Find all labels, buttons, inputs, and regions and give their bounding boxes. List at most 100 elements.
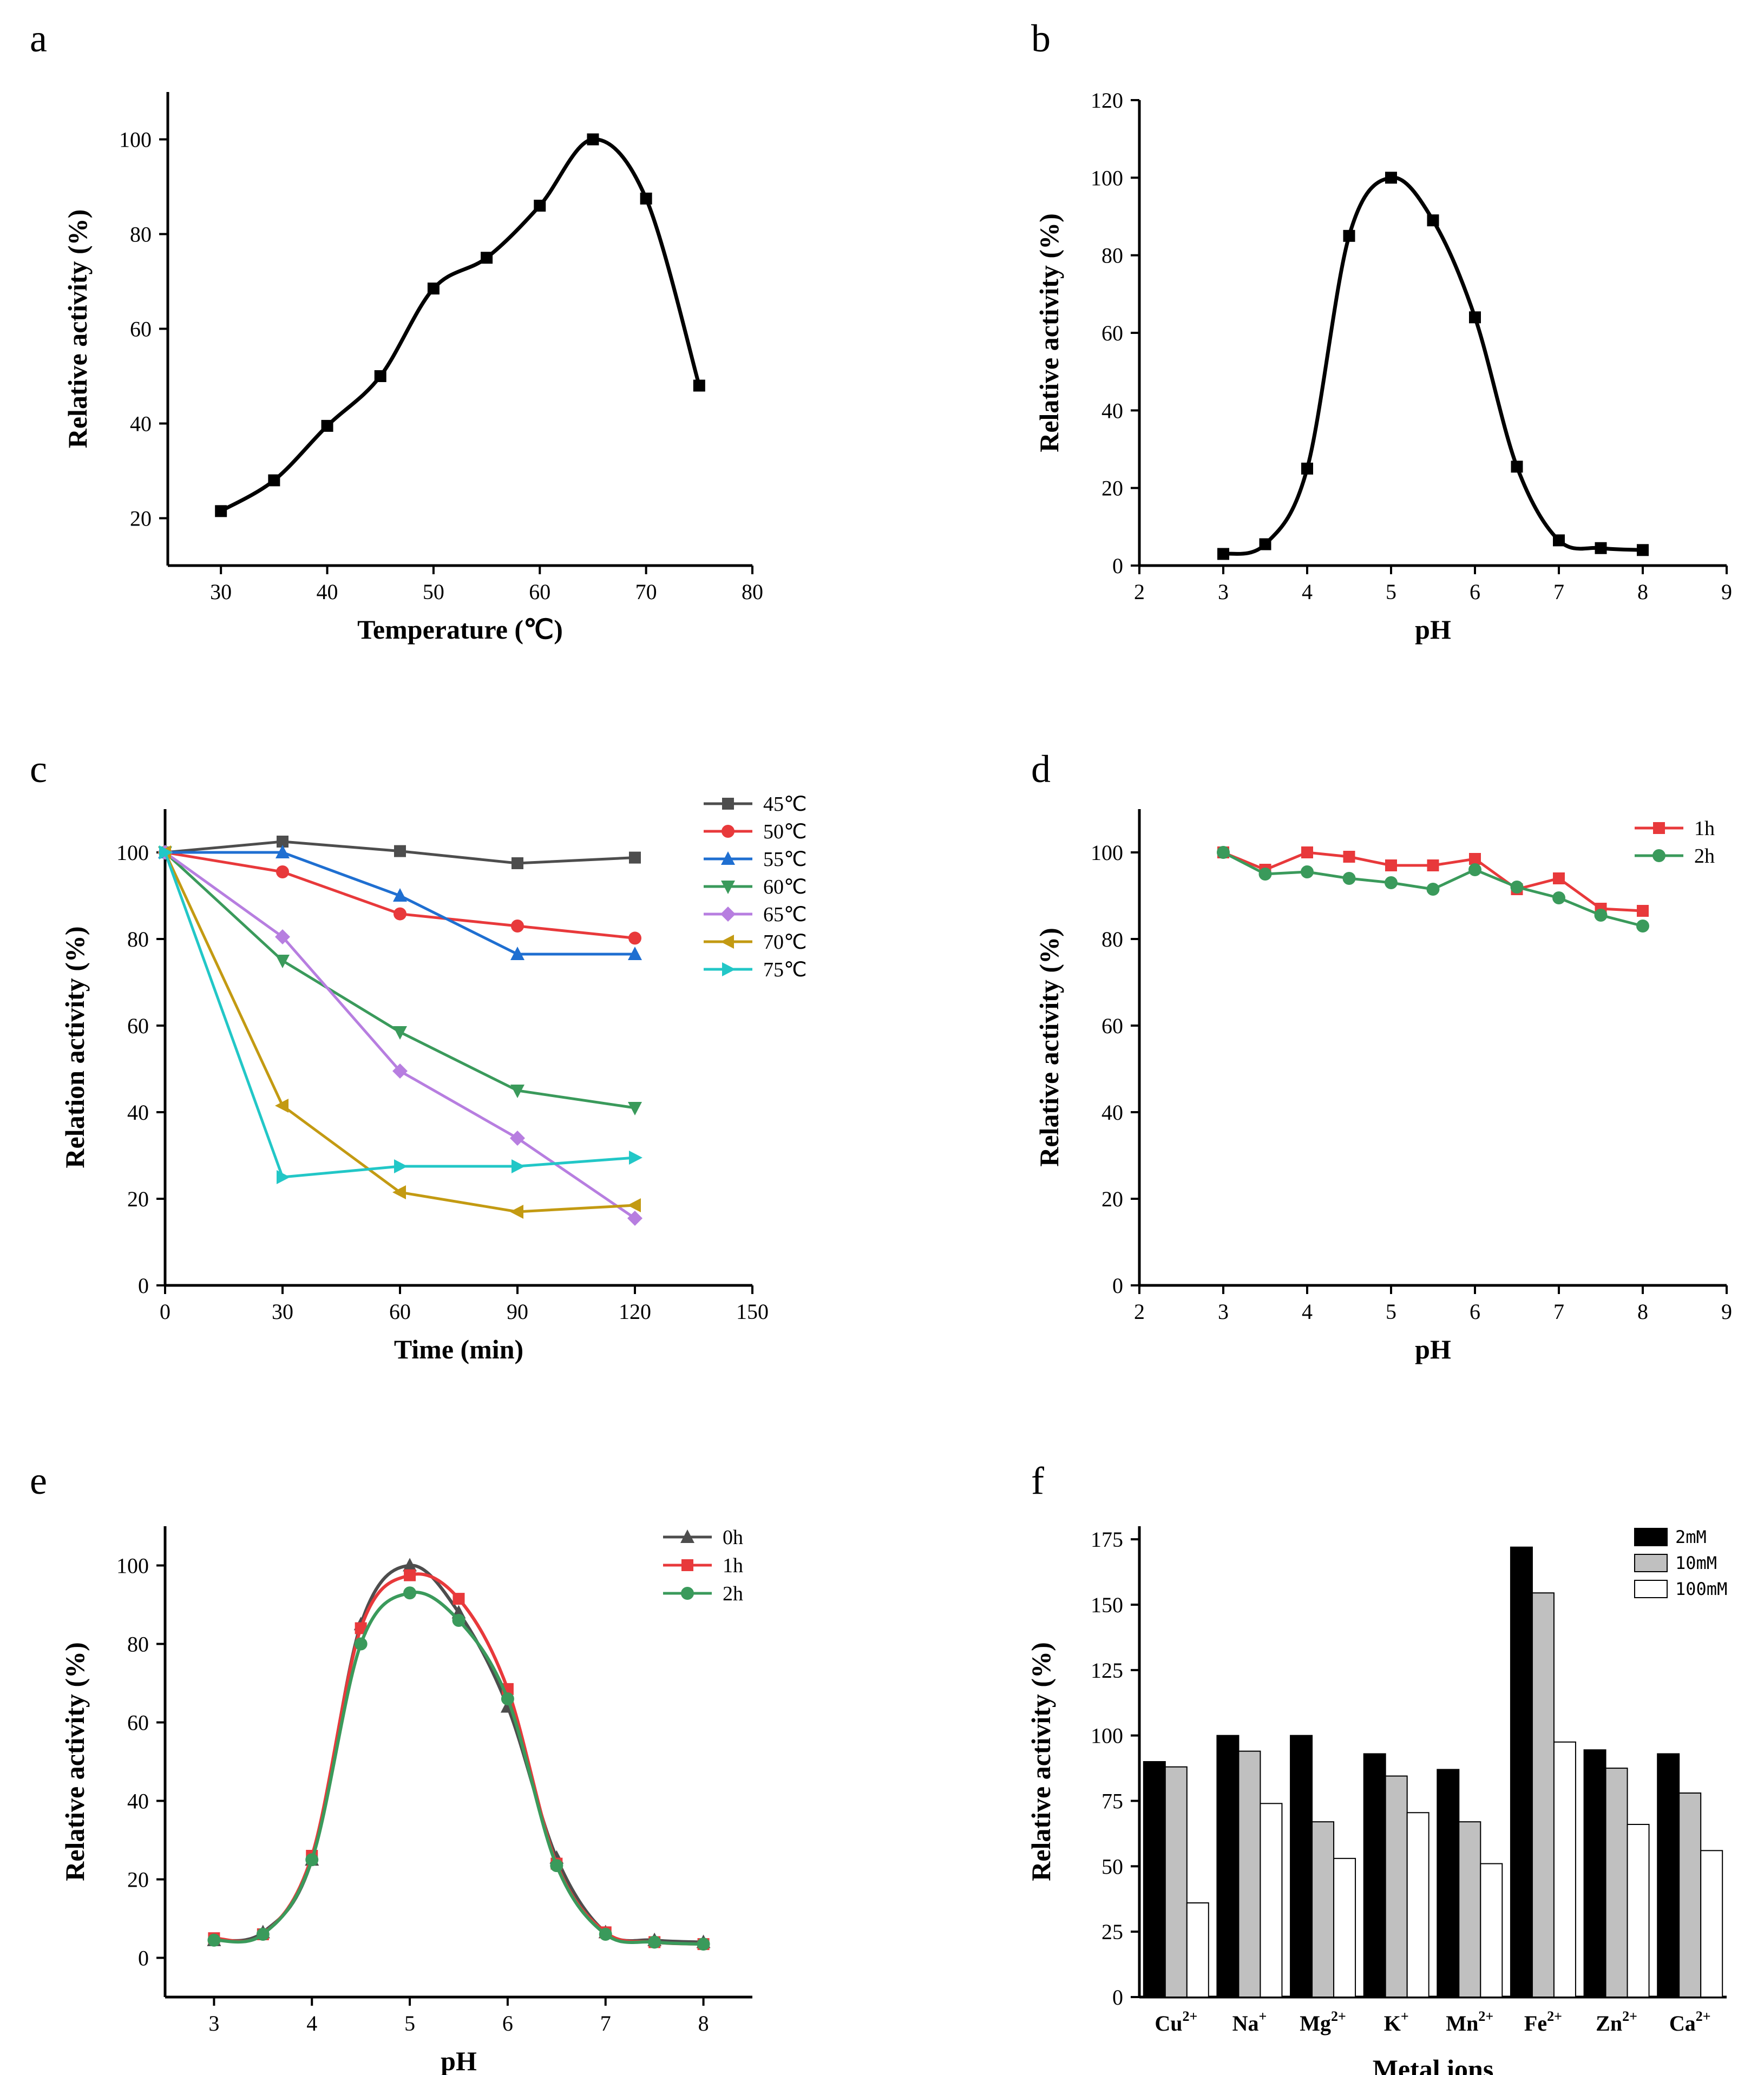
y-axis-title: Relative activity (%) [1034, 928, 1064, 1167]
y-axis-title: Relative activity (%) [1034, 213, 1064, 452]
data-point [1301, 865, 1314, 878]
data-point [268, 474, 280, 487]
data-point [1385, 859, 1397, 871]
data-point [354, 1637, 368, 1651]
ion-charge: 2+ [1478, 2008, 1493, 2024]
y-tick-label: 20 [130, 507, 152, 531]
series-line [214, 1572, 704, 1946]
data-point [697, 1938, 710, 1951]
y-tick-label: 20 [1101, 476, 1123, 501]
bar-Na-2mM [1216, 1735, 1240, 1998]
y-tick-label: 80 [130, 222, 152, 247]
y-tick-label: 40 [130, 412, 152, 436]
data-point [1469, 311, 1481, 324]
data-point [392, 1185, 406, 1199]
bar-Ca-2mM [1657, 1753, 1680, 1998]
series-75℃ [159, 845, 642, 1184]
x-category-label: Fe2+ [1524, 2008, 1562, 2035]
y-tick-label: 20 [127, 1868, 149, 1892]
data-point [693, 379, 705, 392]
bar-Zn-10mM [1605, 1768, 1628, 1998]
x-tick-label: 30 [210, 580, 232, 604]
y-axis-title: Relation activity (%) [60, 926, 90, 1168]
y-tick-label: 100 [116, 840, 149, 865]
panel-b-ph-chart: 0 20 40 60 80 100 120 2 3 4 5 6 7 8 9 pH Relative activi… [1034, 88, 1732, 645]
series-2h [207, 1586, 710, 1951]
data-point [159, 845, 173, 859]
x-tick-label: 9 [1721, 580, 1732, 604]
data-point [453, 1593, 465, 1605]
y-axis-title: Relative activity (%) [60, 1642, 90, 1881]
data-point [374, 370, 386, 382]
bar-Fe-2mM [1510, 1546, 1533, 1998]
legend-label: 75℃ [763, 958, 807, 981]
data-point [403, 1558, 417, 1572]
data-point [1552, 891, 1565, 904]
bar-Cu-2mM [1143, 1761, 1166, 1998]
x-tick-label: 4 [1302, 1299, 1313, 1324]
series-line [220, 137, 701, 513]
data-point [215, 505, 227, 517]
data-point [627, 1198, 641, 1212]
x-tick-label: 4 [1302, 580, 1313, 604]
x-tick-label: 2 [1134, 580, 1145, 604]
legend-swatch-marker [680, 1529, 694, 1543]
data-point [392, 1063, 408, 1079]
x-category-label: Cu2+ [1155, 2008, 1197, 2035]
bar-Ca-10mM [1678, 1792, 1702, 1998]
data-point [1553, 872, 1565, 884]
data-point [1637, 905, 1649, 917]
y-axis-title: Relative activity (%) [62, 209, 93, 449]
data-point [394, 907, 406, 921]
bar-Mg-2mM [1290, 1735, 1313, 1998]
legend-label: 2h [723, 1582, 743, 1605]
series-70℃ [158, 845, 641, 1219]
data-point [1636, 920, 1649, 933]
panel-letter-b: b [1031, 17, 1051, 60]
data-point [1385, 876, 1398, 889]
x-tick-label: 8 [1637, 580, 1648, 604]
data-point [394, 1159, 408, 1173]
data-point [207, 1933, 221, 1947]
x-tick-label: 7 [600, 2011, 611, 2035]
x-category-label: Zn2+ [1596, 2008, 1637, 2035]
legend-swatch [1634, 1580, 1668, 1598]
x-tick-label: 80 [742, 580, 763, 604]
x-category-label: Mg2+ [1300, 2008, 1346, 2035]
data-point [512, 1159, 525, 1173]
y-tick-label: 100 [1091, 1724, 1123, 1748]
y-tick-label: 80 [127, 1632, 149, 1657]
data-point [275, 929, 290, 944]
series-50℃ [159, 846, 641, 945]
x-axis-title: Temperature (℃) [357, 614, 563, 645]
data-point [1342, 872, 1356, 885]
data-point [510, 1205, 523, 1219]
data-point [1343, 851, 1355, 863]
panel-e-ph-activity-chart: 0 20 40 60 80 100 3 4 5 6 7 8 pH Relative activity (%… [60, 1526, 752, 2075]
data-point [275, 1099, 288, 1113]
data-point [1511, 461, 1523, 473]
data-point [648, 1935, 661, 1949]
legend-label: 0h [723, 1526, 743, 1549]
bar-Fe-10mM [1531, 1592, 1555, 1998]
legend-swatch-marker [721, 881, 735, 894]
x-tick-label: 40 [317, 580, 338, 604]
data-point [276, 865, 289, 878]
x-axis-title: pH [1415, 1334, 1451, 1364]
panel-d-ph-stability-chart: 0 20 40 60 80 100 2 3 4 5 6 7 8 9 pH Relative activity … [1034, 809, 1732, 1364]
data-point [587, 133, 599, 146]
legend-label: 2mM [1675, 1527, 1707, 1547]
data-point [1637, 544, 1649, 556]
x-tick-label: 0 [160, 1299, 171, 1324]
ion-charge: + [1401, 2008, 1409, 2024]
ion-symbol: Mg [1300, 2011, 1331, 2035]
y-tick-label: 60 [1101, 1014, 1123, 1038]
legend-swatch-marker [722, 798, 734, 810]
data-point [510, 1131, 525, 1146]
legend-label: 2h [1694, 845, 1715, 868]
y-tick-label: 20 [1101, 1187, 1123, 1211]
y-tick-label: 60 [1101, 321, 1123, 345]
data-point [452, 1614, 465, 1627]
data-point [599, 1928, 612, 1941]
